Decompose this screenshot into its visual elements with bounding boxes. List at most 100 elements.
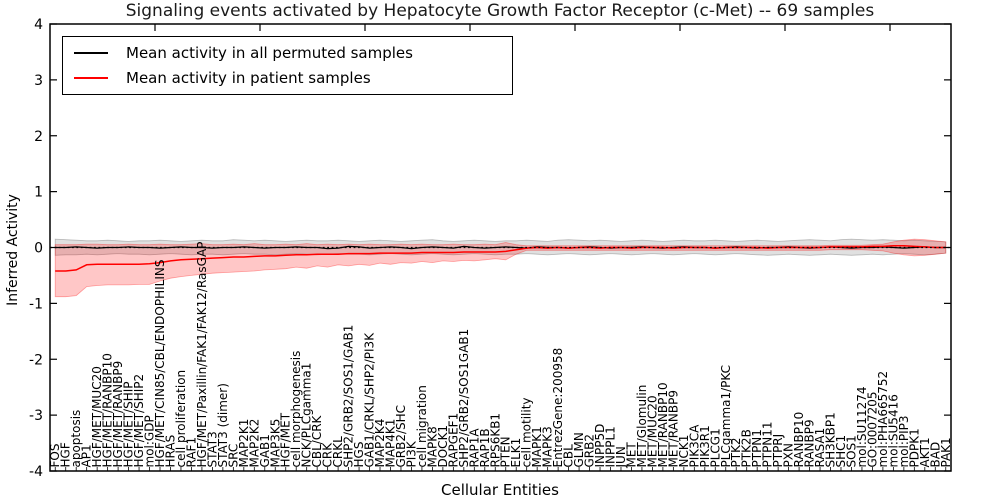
x-category-label: CBL/CRK bbox=[310, 414, 324, 467]
x-category-label: STAT3 bbox=[205, 431, 219, 467]
legend-entry-patient: Mean activity in patient samples bbox=[74, 69, 512, 87]
x-category-label: SHP2/GRB2/SOS1/GAB1 bbox=[342, 325, 356, 468]
x-category-label: PIK3R1 bbox=[698, 425, 712, 467]
x-category-label: RASA1 bbox=[813, 428, 827, 468]
x-category-label: apoptosis bbox=[69, 410, 83, 468]
x-category-label: MET bbox=[625, 442, 639, 468]
x-category-label: HGF/MET/CIN85/CBL/ENDOPHILINS bbox=[153, 260, 167, 468]
x-category-label: MET/MUC20 bbox=[645, 395, 659, 467]
x-category-label: MAP4K1 bbox=[384, 419, 398, 468]
x-category-label: STAT3 (dimer) bbox=[216, 383, 230, 467]
x-category-label: GAB1 bbox=[258, 434, 272, 467]
x-category-label: PI3K bbox=[404, 440, 418, 467]
x-category-label: HGF/MET/SHIP bbox=[122, 382, 136, 468]
x-category-label: RANBP9 bbox=[803, 419, 817, 467]
x-category-label: BAD bbox=[928, 442, 942, 468]
legend-entry-permuted: Mean activity in all permuted samples bbox=[74, 44, 512, 62]
x-category-label: SRC bbox=[226, 444, 240, 468]
x-category-label: mol:SU11274 bbox=[855, 387, 869, 468]
y-tick-label: -2 bbox=[29, 352, 43, 368]
x-category-label: SH3KBP1 bbox=[824, 412, 838, 467]
x-category-label: PAK1 bbox=[939, 437, 953, 467]
x-category-label: MAPK3 bbox=[541, 426, 555, 467]
x-category-label: HGF/MET bbox=[279, 412, 293, 467]
x-category-label: PTPN11 bbox=[761, 421, 775, 467]
y-tick-label: -4 bbox=[29, 464, 43, 480]
x-category-label: JUN bbox=[614, 446, 628, 468]
chart-title: Signaling events activated by Hepatocyte… bbox=[125, 1, 875, 21]
x-category-label: CRK bbox=[321, 442, 335, 468]
x-category-label: mol:PIP3 bbox=[897, 415, 911, 467]
x-category-label: MET/Glomulin bbox=[635, 385, 649, 468]
x-category-label: HGF/MET/RANBP9 bbox=[111, 361, 125, 468]
x-category-label: MAP3K5 bbox=[268, 419, 282, 468]
y-tick-label: 3 bbox=[34, 73, 43, 89]
x-category-label: MAPK8 bbox=[425, 426, 439, 467]
x-category-label: NCK/PLCgamma1 bbox=[300, 363, 314, 468]
x-category-label: SHC1 bbox=[834, 435, 848, 468]
x-category-label: PTK2 bbox=[729, 437, 743, 467]
patient-mean-line bbox=[55, 245, 946, 272]
x-category-label: PXN bbox=[782, 443, 796, 467]
x-category-label: GLMN bbox=[572, 432, 586, 467]
legend-line-sample-permuted bbox=[74, 52, 108, 54]
x-category-label: MET/RANBP9 bbox=[666, 390, 680, 467]
legend-label-permuted: Mean activity in all permuted samples bbox=[126, 44, 413, 62]
x-axis-label: Cellular Entities bbox=[441, 481, 559, 499]
y-tick-label: -1 bbox=[29, 296, 43, 312]
x-category-label: AP1 bbox=[80, 444, 94, 467]
x-category-label: PLCgamma1/PKC bbox=[719, 365, 733, 468]
x-category-label: cell motility bbox=[520, 397, 534, 467]
x-category-label: mol:SU5416 bbox=[886, 394, 900, 467]
y-tick-label: 4 bbox=[34, 17, 43, 33]
x-category-label: PTEN bbox=[499, 436, 513, 467]
x-category-label: mol:GDP bbox=[143, 415, 157, 467]
x-category-label: RAF1 bbox=[184, 437, 198, 468]
x-category-label: PLCG1 bbox=[708, 428, 722, 467]
x-category-label: MAP2K1 bbox=[237, 419, 251, 468]
x-category-label: PTPRJ bbox=[771, 434, 785, 468]
x-category-label: GRB2 bbox=[583, 434, 597, 468]
x-category-label: HGF/MET/MUC20 bbox=[90, 366, 104, 467]
y-tick-label: 1 bbox=[34, 185, 43, 201]
x-category-label: HGF bbox=[59, 442, 73, 467]
x-category-label: HGF/MET/RANBP10 bbox=[101, 353, 115, 467]
x-category-label: mol:PHA665752 bbox=[876, 371, 890, 468]
patient-band bbox=[54, 238, 947, 298]
x-category-label: HGF/MET/SHIP2 bbox=[132, 374, 146, 468]
x-category-label: GRB2/SHC bbox=[394, 405, 408, 468]
x-category-label: PDPK1 bbox=[907, 428, 921, 467]
x-category-label: HGS bbox=[352, 442, 366, 468]
x-category-label: SOS1 bbox=[845, 435, 859, 467]
x-category-label: GAB1/CRKL/SHP2/PI3K bbox=[363, 332, 377, 468]
x-category-label: HGF/MET/Paxillin/FAK1/FAK12/RasGAP bbox=[195, 242, 209, 468]
x-category-label: AKT1 bbox=[918, 437, 932, 467]
x-category-label: SHP2/GRB2/SOS1GAB1 bbox=[457, 329, 471, 468]
x-category-label: PTPN1 bbox=[750, 429, 764, 467]
x-category-label: RAPGEF1 bbox=[446, 413, 460, 468]
x-category-label: EntrezGene:200958 bbox=[551, 348, 565, 468]
legend-label-patient: Mean activity in patient samples bbox=[126, 69, 371, 87]
x-category-label: cell morphogenesis bbox=[289, 351, 303, 468]
x-category-label: INPPL1 bbox=[604, 426, 618, 467]
x-category-label: MET/RANBP10 bbox=[656, 382, 670, 467]
x-category-label: cell migration bbox=[415, 385, 429, 467]
y-tick-label: 2 bbox=[34, 129, 43, 145]
x-category-label: RAP1A bbox=[467, 428, 481, 468]
x-category-label: cell proliferation bbox=[174, 370, 188, 468]
legend-line-sample-patient bbox=[74, 77, 108, 79]
x-category-label: PIK3CA bbox=[687, 424, 701, 468]
x-category-label: CRKL bbox=[331, 436, 345, 468]
x-category-label: CBL bbox=[562, 444, 576, 468]
x-category-label: HRAS bbox=[164, 435, 178, 468]
x-category-label: FOS bbox=[48, 444, 62, 468]
x-category-label: DOCK1 bbox=[436, 425, 450, 468]
x-category-label: RAP1B bbox=[478, 428, 492, 467]
x-category-label: NCK1 bbox=[677, 435, 691, 468]
x-category-label: MAP2K4 bbox=[373, 419, 387, 468]
x-category-label: RPS6KB1 bbox=[488, 413, 502, 468]
y-tick-label: -3 bbox=[29, 408, 43, 424]
legend: Mean activity in all permuted samples Me… bbox=[62, 36, 513, 95]
x-category-label: PTK2B bbox=[740, 429, 754, 467]
